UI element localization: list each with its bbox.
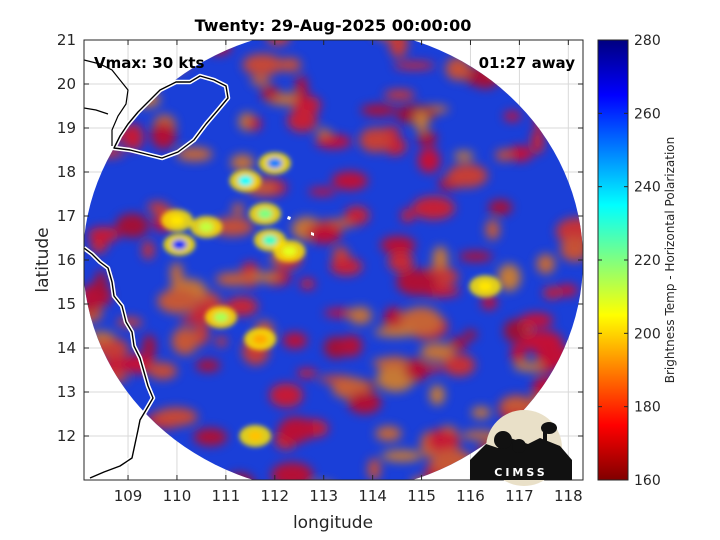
y-tick-label: 21 xyxy=(57,31,76,49)
feature-core xyxy=(248,431,263,441)
time-away-annotation: 01:27 away xyxy=(479,54,576,72)
y-tick-label: 18 xyxy=(57,163,76,181)
colorbar-tick-label: 160 xyxy=(634,473,661,489)
colorbar-tick-label: 260 xyxy=(634,106,661,122)
y-tick-label: 17 xyxy=(57,207,76,225)
x-tick-label: 110 xyxy=(163,487,192,505)
y-tick-label: 15 xyxy=(57,295,76,313)
feature-core xyxy=(213,312,228,323)
colorbar-tick-label: 220 xyxy=(634,253,661,269)
feature-core xyxy=(172,239,187,250)
y-axis-label: latitude xyxy=(33,227,53,292)
chart-title: Twenty: 29-Aug-2025 00:00:00 xyxy=(195,16,472,35)
x-tick-labels: 109 110 111 112 113 114 115 116 117 118 xyxy=(114,487,583,505)
convective-features xyxy=(160,152,502,447)
x-tick-label: 111 xyxy=(212,487,241,505)
x-tick-label: 116 xyxy=(456,487,485,505)
cimss-logo: CIMSS xyxy=(470,410,572,486)
y-tick-label: 19 xyxy=(57,119,76,137)
feature-core xyxy=(199,222,214,232)
feature-core xyxy=(262,235,277,246)
colorbar-tick-label: 280 xyxy=(634,33,661,49)
x-tick-label: 118 xyxy=(554,487,583,505)
y-tick-label: 12 xyxy=(57,427,76,445)
colorbar-label: Brightness Temp - Horizontal Polarizatio… xyxy=(663,137,677,384)
feature-core xyxy=(253,334,268,345)
x-tick-label: 117 xyxy=(505,487,534,505)
cimss-logo-text: CIMSS xyxy=(494,466,547,479)
x-tick-label: 112 xyxy=(260,487,289,505)
colorbar-ticks: 160 180 200 220 240 260 280 xyxy=(598,33,661,489)
x-axis-label: longitude xyxy=(293,513,373,533)
x-tick-label: 114 xyxy=(358,487,387,505)
y-tick-label: 14 xyxy=(57,339,76,357)
feature-core xyxy=(238,175,253,186)
feature-core xyxy=(267,158,282,169)
colorbar-tick-label: 240 xyxy=(634,180,661,196)
x-tick-label: 115 xyxy=(407,487,436,505)
feature-core xyxy=(478,281,493,292)
y-tick-label: 13 xyxy=(57,383,76,401)
colorbar xyxy=(597,39,629,481)
feature-core xyxy=(169,215,184,226)
y-tick-label: 16 xyxy=(57,251,76,269)
vmax-annotation: Vmax: 30 kts xyxy=(94,54,204,72)
x-tick-label: 109 xyxy=(114,487,143,505)
x-tick-label: 113 xyxy=(309,487,338,505)
feature-core xyxy=(282,246,297,257)
colorbar-tick-label: 180 xyxy=(634,400,661,416)
colorbar-tick-label: 200 xyxy=(634,326,661,342)
y-tick-label: 20 xyxy=(57,75,76,93)
y-tick-labels: 12 13 14 15 16 17 18 19 20 21 xyxy=(57,31,76,445)
feature-core xyxy=(258,208,273,219)
